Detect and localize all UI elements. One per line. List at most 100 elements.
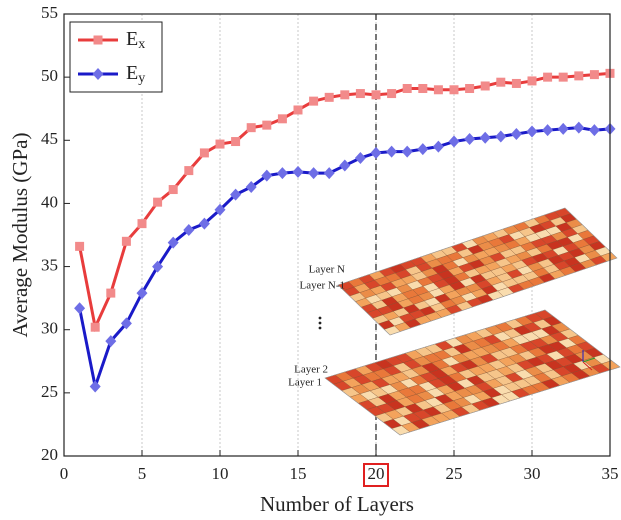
marker xyxy=(401,145,413,158)
marker xyxy=(293,105,303,115)
marker xyxy=(340,90,350,100)
marker xyxy=(152,260,164,273)
marker xyxy=(354,151,366,164)
marker xyxy=(74,302,86,315)
marker xyxy=(153,197,163,207)
marker xyxy=(370,146,382,159)
legend-label: Ex xyxy=(126,28,145,53)
sheet-outline xyxy=(324,309,621,436)
marker xyxy=(215,139,225,149)
sheet-outline xyxy=(337,207,618,336)
y-tick-label: 50 xyxy=(41,66,58,85)
plot-frame xyxy=(63,13,611,457)
x-tick-label: 35 xyxy=(602,464,619,483)
marker xyxy=(199,148,209,158)
marker xyxy=(214,203,226,216)
marker xyxy=(292,165,304,178)
y-tick-label: 40 xyxy=(41,192,58,211)
layer-label: Layer 2 xyxy=(294,364,328,376)
x-tick-label: 15 xyxy=(290,464,307,483)
marker xyxy=(496,77,506,87)
marker xyxy=(276,167,288,180)
x-tick-label: 20 xyxy=(368,464,385,483)
marker xyxy=(168,185,178,195)
layer-label: Layer N xyxy=(309,264,345,276)
x-tick-label: 25 xyxy=(446,464,463,483)
marker xyxy=(106,288,116,298)
y-tick-label: 35 xyxy=(41,255,58,274)
marker xyxy=(309,96,319,106)
highlight-box xyxy=(363,463,389,487)
marker xyxy=(464,133,476,146)
legend-marker xyxy=(92,68,104,80)
y-tick-label: 45 xyxy=(41,129,58,148)
marker xyxy=(574,71,584,81)
marker xyxy=(183,223,195,236)
legend-marker xyxy=(93,35,103,45)
marker xyxy=(231,137,241,147)
marker xyxy=(184,166,194,176)
marker xyxy=(433,85,443,95)
axis-glyph xyxy=(582,357,596,363)
axis-glyph xyxy=(582,361,593,371)
layer-label: Layer 1 xyxy=(288,377,322,389)
marker xyxy=(230,188,242,201)
marker xyxy=(542,124,554,137)
marker xyxy=(308,167,320,180)
marker xyxy=(588,124,600,137)
y-tick-label: 30 xyxy=(41,319,58,338)
marker xyxy=(386,145,398,158)
x-tick-label: 10 xyxy=(212,464,229,483)
marker xyxy=(246,123,256,133)
marker xyxy=(89,380,101,393)
marker xyxy=(387,89,397,99)
x-tick-label: 5 xyxy=(138,464,147,483)
marker xyxy=(527,76,537,86)
legend-label: Ey xyxy=(126,62,145,87)
y-tick-label: 55 xyxy=(41,3,58,22)
marker xyxy=(511,78,521,88)
marker xyxy=(510,127,522,140)
ellipsis-dot xyxy=(318,321,322,325)
marker xyxy=(137,219,147,229)
ellipsis-dot xyxy=(318,326,322,330)
marker xyxy=(465,84,475,94)
layer-label: Layer N-1 xyxy=(299,280,345,292)
marker xyxy=(573,121,585,134)
marker xyxy=(261,169,273,182)
marker xyxy=(324,92,334,102)
legend-box xyxy=(69,21,163,93)
marker xyxy=(120,317,132,330)
x-tick-label: 30 xyxy=(524,464,541,483)
marker xyxy=(262,120,272,130)
y-tick-label: 20 xyxy=(41,445,58,464)
marker xyxy=(339,159,351,172)
marker xyxy=(449,85,459,95)
marker xyxy=(417,143,429,156)
marker xyxy=(557,122,569,135)
y-tick-label: 25 xyxy=(41,382,58,401)
ellipsis-dot xyxy=(318,316,322,320)
marker xyxy=(448,135,460,148)
x-tick-label: 0 xyxy=(60,464,69,483)
marker xyxy=(495,130,507,143)
marker xyxy=(198,217,210,230)
marker xyxy=(558,72,568,82)
marker xyxy=(418,84,428,94)
marker xyxy=(402,84,412,94)
marker xyxy=(371,90,381,100)
marker xyxy=(245,181,257,194)
marker xyxy=(121,236,131,246)
marker xyxy=(75,241,85,251)
y-axis-label: Average Modulus (GPa) xyxy=(8,133,32,338)
marker xyxy=(136,287,148,300)
marker xyxy=(167,236,179,249)
marker xyxy=(526,125,538,138)
marker xyxy=(480,81,490,91)
marker xyxy=(432,140,444,153)
marker xyxy=(277,114,287,124)
marker xyxy=(543,72,553,82)
marker xyxy=(355,89,365,99)
marker xyxy=(589,70,599,80)
